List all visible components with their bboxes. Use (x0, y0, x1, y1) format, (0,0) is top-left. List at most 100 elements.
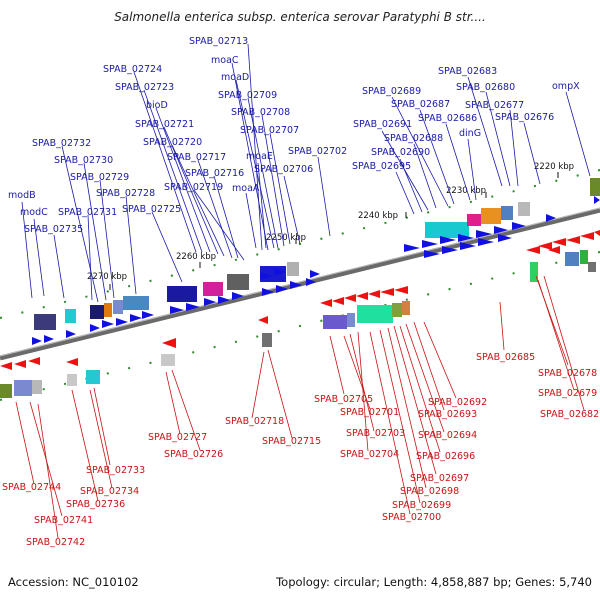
gene-label: SPAB_02717 (167, 152, 226, 163)
gene-block (123, 296, 149, 310)
genome-stats-label: Topology: circular; Length: 4,858,887 bp… (276, 575, 592, 589)
gene-label: bioD (146, 100, 168, 111)
gene-block (161, 354, 175, 366)
genome-title: Salmonella enterica subsp. enterica sero… (114, 10, 486, 24)
forward-leader-lines (21, 43, 591, 303)
tick-label: 2240 kbp (358, 211, 398, 221)
genome-backbone-highlight (0, 207, 600, 357)
gene-label: ompX (552, 81, 580, 92)
gene-block (113, 300, 123, 314)
gene-block (565, 252, 579, 266)
gene-label: SPAB_02677 (465, 100, 524, 111)
gene-block (262, 333, 272, 347)
reverse-leader-lines (15, 275, 585, 539)
gene-label: SPAB_02736 (66, 499, 125, 510)
gene-block (530, 262, 538, 282)
gene-label: moaA (232, 183, 260, 194)
tick-label: 2270 kbp (87, 272, 127, 282)
gene-label: SPAB_02723 (115, 82, 174, 93)
gene-label: SPAB_02730 (54, 155, 113, 166)
reverse-guide-line (0, 251, 600, 401)
gene-label: SPAB_02715 (262, 436, 321, 447)
gene-block (402, 301, 410, 315)
gene-block (347, 313, 355, 327)
forward-arrows (32, 196, 600, 345)
gene-label: SPAB_02725 (122, 204, 181, 215)
gene-label: SPAB_02735 (24, 224, 83, 235)
gene-block (104, 303, 112, 317)
gene-label: SPAB_02680 (456, 82, 515, 93)
reverse-arrows (0, 230, 600, 370)
gene-label: SPAB_02691 (353, 119, 412, 130)
gene-label: SPAB_02719 (164, 182, 223, 193)
gene-block (14, 380, 32, 396)
gene-label: SPAB_02726 (164, 449, 223, 460)
forward-gene-labels: SPAB_02713 moaC moaD SPAB_02709 SPAB_027… (8, 36, 580, 235)
gene-label: dinG (459, 128, 481, 139)
tick-label: 2230 kbp (446, 186, 486, 196)
gene-label: SPAB_02713 (189, 36, 248, 47)
gene-label: SPAB_02700 (382, 512, 441, 523)
gene-label: SPAB_02707 (240, 125, 299, 136)
gene-label: SPAB_02721 (135, 119, 194, 130)
gene-label: SPAB_02742 (26, 537, 85, 548)
gene-label: SPAB_02690 (371, 147, 430, 158)
gene-label: moaD (221, 72, 249, 83)
gene-label: SPAB_02678 (538, 368, 597, 379)
gene-label: SPAB_02718 (225, 416, 284, 427)
gene-label: SPAB_02706 (254, 164, 313, 175)
gene-label: SPAB_02724 (103, 64, 162, 75)
gene-label: SPAB_02727 (148, 432, 207, 443)
tick-label: 2260 kbp (176, 252, 216, 262)
gene-block (167, 286, 197, 302)
gene-label: SPAB_02734 (80, 486, 139, 497)
gene-label: SPAB_02703 (346, 428, 405, 439)
accession-label: Accession: NC_010102 (8, 575, 139, 589)
gene-label: SPAB_02693 (418, 409, 477, 420)
gene-block (481, 208, 501, 224)
gene-block (392, 303, 402, 317)
gene-label: SPAB_02687 (391, 99, 450, 110)
gene-label: moaE (246, 151, 273, 162)
gene-label: SPAB_02732 (32, 138, 91, 149)
gene-label: SPAB_02695 (352, 161, 411, 172)
gene-label: SPAB_02682 (540, 409, 599, 420)
gene-block (67, 374, 77, 386)
gene-label: SPAB_02705 (314, 394, 373, 405)
gene-block (65, 309, 76, 323)
gene-block (34, 314, 56, 330)
gene-label: SPAB_02741 (34, 515, 93, 526)
gene-label: SPAB_02709 (218, 90, 277, 101)
tick-marks (109, 172, 559, 290)
gene-label: SPAB_02720 (143, 137, 202, 148)
reverse-genes (0, 250, 596, 398)
gene-block (501, 206, 513, 220)
gene-label: SPAB_02744 (2, 482, 61, 493)
gene-label: SPAB_02694 (418, 430, 477, 441)
gene-label: moaC (211, 55, 239, 66)
gene-label: SPAB_02728 (96, 188, 155, 199)
gene-label: SPAB_02696 (416, 451, 475, 462)
gene-label: SPAB_02688 (384, 133, 443, 144)
gene-block (580, 250, 588, 264)
tick-label: 2250 kbp (266, 233, 306, 243)
gene-block (0, 384, 12, 398)
forward-genes (34, 178, 600, 330)
gene-label: SPAB_02685 (476, 352, 535, 363)
reverse-gene-labels: SPAB_02685 SPAB_02678 SPAB_02679 SPAB_02… (2, 352, 599, 548)
gene-block (86, 370, 100, 384)
gene-block (32, 380, 42, 394)
gene-block (467, 214, 481, 226)
gene-label: SPAB_02698 (400, 486, 459, 497)
gene-label: SPAB_02699 (392, 500, 451, 511)
gene-label: SPAB_02729 (70, 172, 129, 183)
gene-label: SPAB_02701 (340, 407, 399, 418)
tick-label: 2220 kbp (534, 162, 574, 172)
gene-label: SPAB_02679 (538, 388, 597, 399)
gene-label: SPAB_02716 (185, 168, 244, 179)
gene-label: SPAB_02708 (231, 107, 290, 118)
gene-label: SPAB_02731 (58, 207, 117, 218)
gene-block (203, 282, 223, 296)
gene-label: SPAB_02733 (86, 465, 145, 476)
gene-label: SPAB_02697 (410, 473, 469, 484)
